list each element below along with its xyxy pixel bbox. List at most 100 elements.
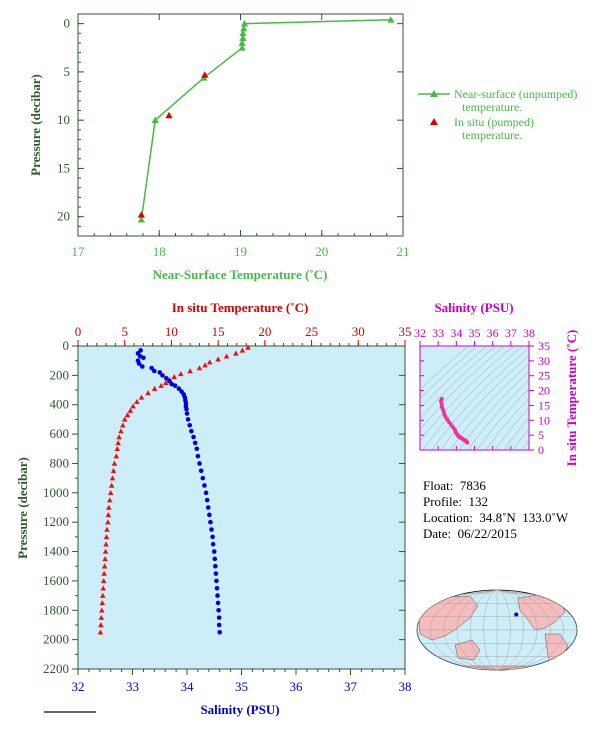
temperature-point [107,490,114,496]
temperature-point [106,497,113,503]
salinity-point [149,365,154,371]
pressure-tick-label: 600 [50,426,70,441]
salinity-point [141,355,146,361]
temperature-point [215,356,221,362]
temperature-point [97,629,104,635]
temperature-point [171,374,178,380]
temperature-point [99,600,106,606]
float-label: Float: [423,478,454,493]
ts-contour-line [467,379,529,450]
salinity-point [184,406,189,412]
temperature-point [101,570,107,576]
salinity-tick-label: 37 [344,679,358,694]
pressure-tick-label: 2200 [43,661,69,676]
temperature-point [99,592,106,598]
ts-x-tick-label: 37 [505,326,517,340]
salinity-point [160,373,165,378]
salinity-axis-title: Salinity (PSU) [200,702,279,717]
ts-contour-line [440,355,529,450]
unpumped-temperature-point [240,24,248,32]
top-y-tick-label: 5 [64,64,71,79]
float-value: 7836 [459,478,486,493]
salinity-point [138,348,143,353]
unpumped-temperature-point [238,39,246,46]
salinity-point [176,386,182,391]
ts-salinity-title: Salinity (PSU) [434,300,513,315]
salinity-point [157,370,163,375]
ts-x-tick-label: 33 [432,326,444,340]
salinity-point [200,475,206,481]
temperature-point [127,407,134,413]
legend-label-unpumped-2: temperature. [462,100,522,114]
ts-contour-line [420,346,479,400]
salinity-point [216,615,222,620]
salinity-point [214,578,219,584]
salinity-point [208,519,213,525]
ts-x-tick-label: 35 [469,326,481,340]
salinity-point [215,593,220,598]
temperature-tick-label: 25 [305,324,318,339]
unpumped-temperature-point [151,116,159,124]
ts-point [465,440,470,445]
map-graticule [416,589,578,671]
date-info: Date: 06/22/2015 [423,526,517,542]
salinity-point [217,629,222,635]
salinity-point [207,512,212,518]
ts-contour-line [503,417,529,450]
salinity-point [209,527,214,532]
date-label: Date: [423,526,452,541]
salinity-point [172,383,178,388]
salinity-point [184,411,190,416]
temperature-point [145,390,151,396]
temperature-point [118,428,124,434]
temperature-point [103,534,110,540]
map-land [417,593,569,670]
ts-contour-line [420,346,506,431]
salinity-point [194,446,200,452]
temperature-point [245,344,251,350]
ts-y-tick-label: 5 [538,428,544,442]
temperature-point [114,445,121,452]
map-australia [454,639,481,661]
pressure-tick-label: 400 [50,397,70,412]
ts-contour-line [420,346,488,410]
temperature-point [101,563,108,569]
temperature-point [113,453,120,459]
temperature-point [105,512,112,518]
salinity-point [204,497,210,503]
top-x-tick-label: 20 [315,244,328,259]
ts-contour-line [494,407,529,450]
salinity-point [216,622,222,628]
top-y-tick-label: 15 [57,160,70,175]
top-x-tick-label: 17 [72,244,86,259]
legend-label-pumped-2: temperature. [462,128,522,142]
temperature-point [111,460,118,466]
unpumped-temperature-point [238,44,246,51]
salinity-point [215,600,221,606]
ts-plot-frame [419,345,530,451]
temperature-point [120,422,126,428]
salinity-point [163,376,169,381]
salinity-point [191,434,196,440]
temperature-tick-label: 0 [75,324,82,339]
pressure-tick-label: 2000 [43,632,69,647]
unpumped-temperature-point [240,20,249,27]
temperature-point [100,585,107,591]
ts-x-tick-label: 36 [487,326,499,340]
ts-y-tick-label: 30 [538,354,550,368]
salinity-point [213,563,218,569]
temperature-point [163,379,169,385]
temperature-point [202,362,208,368]
salinity-point [210,541,216,547]
date-value: 06/22/2015 [457,526,517,541]
near-surface-temperature-plot: 17 18 19 20 21 0 5 10 15 20 Near-Surface Temperat… [28,13,577,282]
temperature-point [158,382,164,388]
float-info: Float: 7836 [423,478,486,494]
temperature-point [121,416,128,422]
salinity-point [214,585,220,591]
top-legend: Near-surface (unpumped) temperature. In … [418,87,577,142]
temperature-point [115,440,121,446]
ts-y-tick-label: 0 [538,443,544,457]
location-value: 34.8˚N 133.0˚W [479,510,569,525]
